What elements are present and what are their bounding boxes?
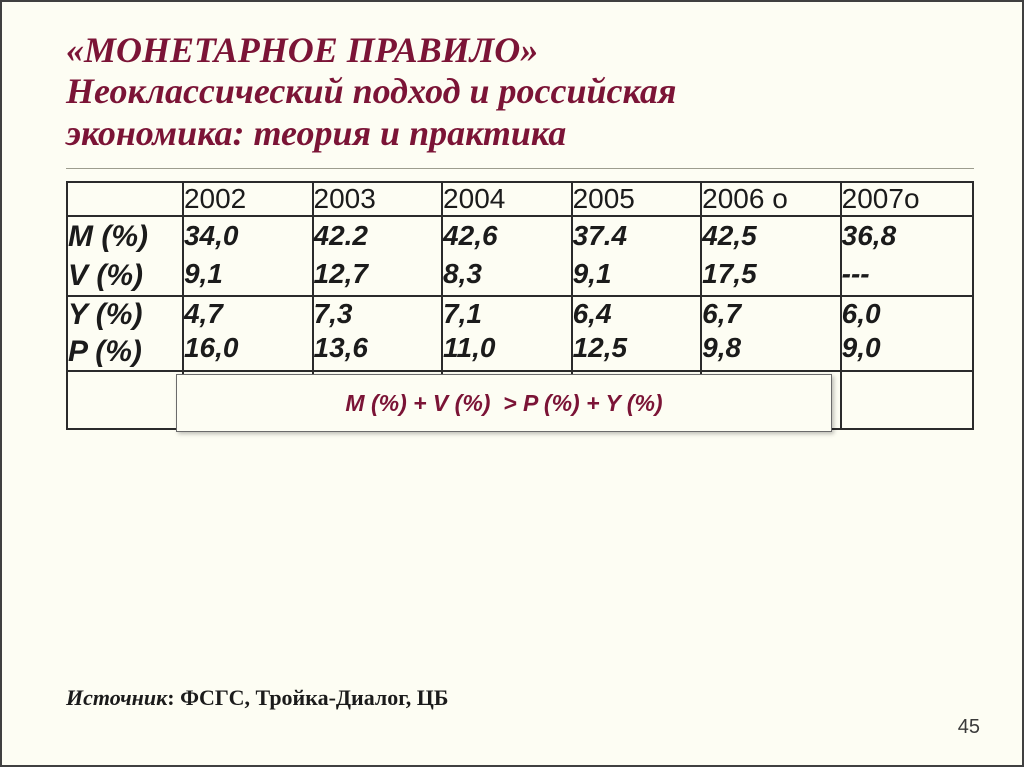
cell-mv: 37.4 9,1 [572, 216, 702, 296]
title-line-2: Неоклассический подход и российская [66, 71, 974, 112]
cell-mv: 42,5 17,5 [701, 216, 841, 296]
val-p: 9,0 [842, 331, 972, 365]
formula-overlay: M (%) + V (%) > P (%) + Y (%) [176, 374, 832, 432]
data-table-container: 2002 2003 2004 2005 2006 о 2007о M (%) V… [66, 181, 974, 430]
val-y: 4,7 [184, 297, 312, 331]
cell-yp: 6,0 9,0 [841, 296, 973, 371]
row-label-mv: M (%) V (%) [67, 216, 183, 296]
val-p: 9,8 [702, 331, 840, 365]
label-m: M (%) [68, 217, 182, 256]
val-y: 7,1 [443, 297, 571, 331]
header-year: 2005 [572, 182, 702, 216]
source-body: : ФСГС, Тройка-Диалог, ЦБ [167, 685, 448, 710]
title-line-3: экономика: теория и практика [66, 113, 974, 154]
footer-cell [841, 371, 973, 429]
cell-mv: 42.2 12,7 [313, 216, 443, 296]
header-year: 2002 [183, 182, 313, 216]
val-v: 17,5 [702, 255, 840, 293]
val-v: 8,3 [443, 255, 571, 293]
val-m: 37.4 [573, 217, 701, 255]
title-line-1: «МОНЕТАРНОЕ ПРАВИЛО» [66, 30, 974, 71]
formula-text: M (%) + V (%) > P (%) + Y (%) [345, 390, 662, 417]
table-header-row: 2002 2003 2004 2005 2006 о 2007о [67, 182, 973, 216]
val-p: 16,0 [184, 331, 312, 365]
title-underline [66, 168, 974, 169]
cell-mv: 42,6 8,3 [442, 216, 572, 296]
val-p: 13,6 [314, 331, 442, 365]
val-m: 42,5 [702, 217, 840, 255]
source-citation: Источник: ФСГС, Тройка-Диалог, ЦБ [66, 685, 448, 711]
val-m: 34,0 [184, 217, 312, 255]
page-number: 45 [958, 716, 980, 739]
cell-yp: 6,4 12,5 [572, 296, 702, 371]
val-p: 12,5 [573, 331, 701, 365]
val-y: 7,3 [314, 297, 442, 331]
val-p: 11,0 [443, 331, 571, 365]
source-label: Источник [66, 685, 167, 710]
row-label-yp: Y (%) P (%) [67, 296, 183, 371]
header-year: 2004 [442, 182, 572, 216]
val-v: --- [842, 255, 972, 293]
val-v: 9,1 [184, 255, 312, 293]
val-m: 42.2 [314, 217, 442, 255]
label-v: V (%) [68, 256, 182, 295]
val-y: 6,7 [702, 297, 840, 331]
label-p: P (%) [68, 334, 182, 371]
cell-yp: 6,7 9,8 [701, 296, 841, 371]
header-year: 2003 [313, 182, 443, 216]
table-row-yp: Y (%) P (%) 4,7 16,0 7,3 13,6 7,1 11,0 6… [67, 296, 973, 371]
cell-yp: 7,1 11,0 [442, 296, 572, 371]
cell-yp: 4,7 16,0 [183, 296, 313, 371]
val-m: 36,8 [842, 217, 972, 255]
val-v: 9,1 [573, 255, 701, 293]
slide: «МОНЕТАРНОЕ ПРАВИЛО» Неоклассический под… [0, 0, 1024, 767]
val-v: 12,7 [314, 255, 442, 293]
header-year: 2007о [841, 182, 973, 216]
label-y: Y (%) [68, 297, 182, 334]
header-empty [67, 182, 183, 216]
header-year: 2006 о [701, 182, 841, 216]
cell-mv: 36,8 --- [841, 216, 973, 296]
val-m: 42,6 [443, 217, 571, 255]
footer-cell [67, 371, 183, 429]
val-y: 6,4 [573, 297, 701, 331]
table-row-mv: M (%) V (%) 34,0 9,1 42.2 12,7 42,6 8,3 … [67, 216, 973, 296]
cell-mv: 34,0 9,1 [183, 216, 313, 296]
slide-title: «МОНЕТАРНОЕ ПРАВИЛО» Неоклассический под… [2, 2, 1022, 160]
cell-yp: 7,3 13,6 [313, 296, 443, 371]
val-y: 6,0 [842, 297, 972, 331]
